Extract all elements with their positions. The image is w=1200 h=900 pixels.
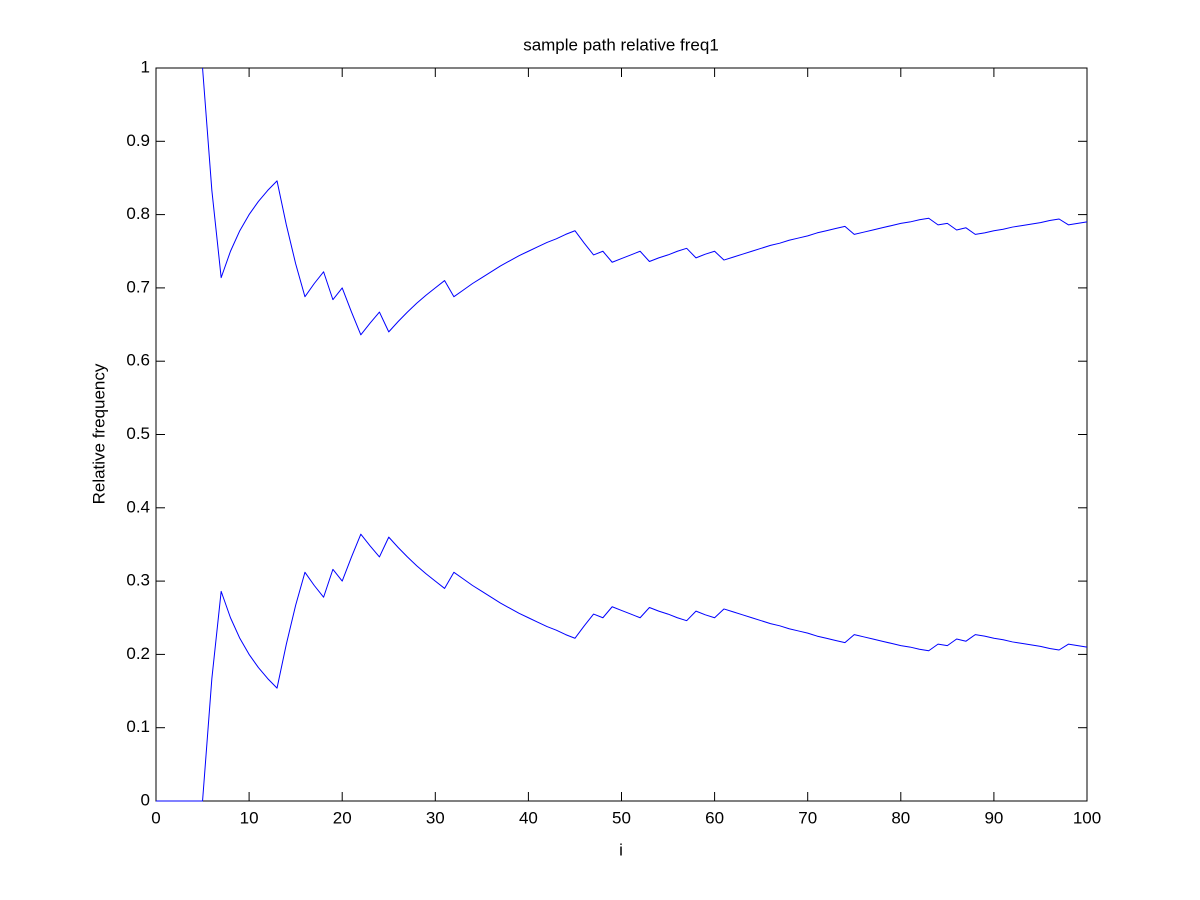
y-tick-label: 0.7 [126, 277, 150, 296]
y-tick-label: 0.9 [126, 131, 150, 150]
x-tick-label: 100 [1073, 808, 1101, 827]
x-tick-label: 0 [151, 808, 160, 827]
line-series [202, 67, 1088, 336]
y-tick-label: 0 [141, 790, 150, 809]
x-tick-label: 30 [426, 808, 445, 827]
x-tick-label: 60 [705, 808, 724, 827]
line-series [156, 533, 1088, 802]
y-tick-label: 0.6 [126, 351, 150, 370]
y-tick-label: 0.5 [126, 424, 150, 443]
y-tick-label: 0.8 [126, 204, 150, 223]
y-tick-label: 1 [141, 57, 150, 76]
x-tick-label: 40 [519, 808, 538, 827]
y-axis-label: Relative frequency [89, 363, 108, 504]
x-tick-label: 70 [798, 808, 817, 827]
x-tick-label: 10 [240, 808, 259, 827]
y-tick-label: 0.3 [126, 571, 150, 590]
y-tick-label: 0.1 [126, 717, 150, 736]
x-axis-label: i [619, 840, 623, 859]
x-tick-label: 50 [612, 808, 631, 827]
y-tick-label: 0.4 [126, 497, 150, 516]
x-tick-label: 90 [984, 808, 1003, 827]
y-tick-label: 0.2 [126, 644, 150, 663]
x-tick-label: 80 [891, 808, 910, 827]
x-tick-label: 20 [333, 808, 352, 827]
chart-title: sample path relative freq1 [523, 35, 719, 54]
